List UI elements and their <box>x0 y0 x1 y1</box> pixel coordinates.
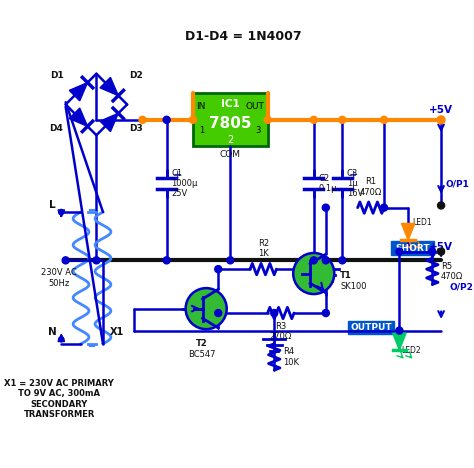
Circle shape <box>381 204 388 211</box>
Text: X1 = 230V AC PRIMARY
TO 9V AC, 300mA
SECONDARY
TRANSFORMER: X1 = 230V AC PRIMARY TO 9V AC, 300mA SEC… <box>4 379 114 419</box>
Text: SK100: SK100 <box>340 282 366 291</box>
Text: R3
270Ω: R3 270Ω <box>270 322 292 341</box>
Text: D4: D4 <box>50 124 64 133</box>
Circle shape <box>438 202 445 209</box>
Circle shape <box>396 248 403 255</box>
FancyBboxPatch shape <box>347 321 394 334</box>
Text: X1: X1 <box>109 327 124 337</box>
Circle shape <box>163 117 170 124</box>
Text: +5V: +5V <box>429 241 453 252</box>
Circle shape <box>215 309 222 316</box>
Text: D3: D3 <box>129 124 143 133</box>
Circle shape <box>271 309 278 316</box>
Circle shape <box>322 257 329 264</box>
Text: T1: T1 <box>340 271 352 280</box>
Text: +5V: +5V <box>429 105 453 116</box>
Circle shape <box>163 257 170 264</box>
Text: T2: T2 <box>196 339 208 348</box>
Text: R1
470Ω: R1 470Ω <box>360 177 382 197</box>
Polygon shape <box>100 113 118 132</box>
Text: BC547: BC547 <box>188 350 216 359</box>
Text: LED1: LED1 <box>412 219 432 227</box>
Circle shape <box>381 117 388 124</box>
Text: R5
470Ω: R5 470Ω <box>441 262 464 281</box>
Circle shape <box>310 117 317 124</box>
Text: 230V AC
50Hz: 230V AC 50Hz <box>41 268 77 288</box>
Text: C2
0.1µ: C2 0.1µ <box>318 174 337 193</box>
Circle shape <box>59 337 64 342</box>
Circle shape <box>215 266 222 273</box>
Polygon shape <box>69 108 88 126</box>
Text: OUTPUT: OUTPUT <box>350 322 392 332</box>
Polygon shape <box>401 223 415 240</box>
Text: D1: D1 <box>50 71 64 80</box>
Circle shape <box>322 204 329 211</box>
Circle shape <box>62 257 69 264</box>
Circle shape <box>437 116 445 124</box>
Polygon shape <box>100 77 118 95</box>
Circle shape <box>227 257 234 264</box>
Text: O/P2: O/P2 <box>450 282 474 291</box>
Text: COM: COM <box>220 150 241 159</box>
Circle shape <box>339 257 346 264</box>
Text: 2: 2 <box>227 135 233 145</box>
Circle shape <box>322 309 329 316</box>
Circle shape <box>339 117 346 124</box>
Text: D1-D4 = 1N4007: D1-D4 = 1N4007 <box>185 30 302 43</box>
Text: +: + <box>349 170 358 180</box>
Text: N: N <box>48 327 57 337</box>
Text: OUT: OUT <box>246 102 264 111</box>
Circle shape <box>59 209 64 215</box>
Circle shape <box>438 248 445 255</box>
FancyBboxPatch shape <box>193 94 268 146</box>
Circle shape <box>186 288 227 329</box>
Text: LED2: LED2 <box>401 346 421 355</box>
Text: L: L <box>49 200 56 210</box>
Text: IN: IN <box>196 102 205 111</box>
Text: C1
1000µ
25V: C1 1000µ 25V <box>171 168 197 198</box>
Circle shape <box>264 117 271 124</box>
Circle shape <box>396 327 403 334</box>
Text: IC1: IC1 <box>221 100 240 110</box>
Circle shape <box>293 253 334 294</box>
Text: D2: D2 <box>129 71 143 80</box>
Text: 1: 1 <box>200 126 205 135</box>
Text: +: + <box>173 170 182 180</box>
Circle shape <box>429 248 436 255</box>
Circle shape <box>190 117 197 124</box>
Circle shape <box>139 117 146 124</box>
Circle shape <box>310 257 317 264</box>
Text: 3: 3 <box>255 126 261 135</box>
Circle shape <box>93 257 100 264</box>
Text: R4
10K: R4 10K <box>283 347 299 366</box>
FancyBboxPatch shape <box>392 241 434 255</box>
Text: C3
1µ
16V: C3 1µ 16V <box>346 168 363 198</box>
Polygon shape <box>69 82 88 101</box>
Text: SHORT: SHORT <box>395 243 430 253</box>
Text: R2
1K: R2 1K <box>258 239 269 258</box>
Text: O/P1: O/P1 <box>446 179 469 188</box>
Polygon shape <box>392 333 406 350</box>
Text: 7805: 7805 <box>209 116 252 131</box>
